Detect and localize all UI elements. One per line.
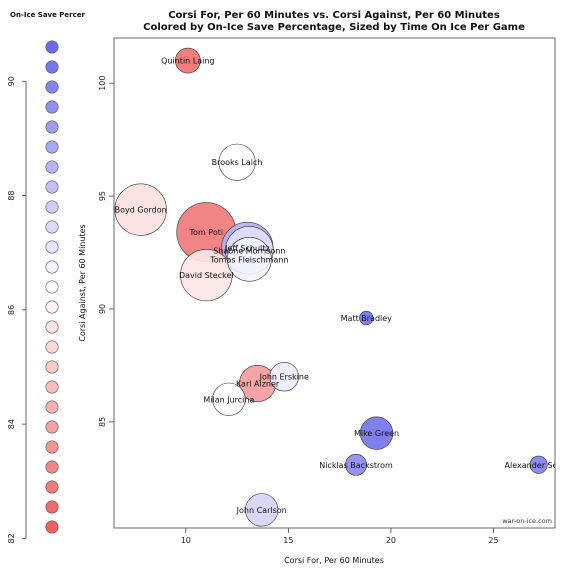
x-tick-label: 10 <box>181 536 191 545</box>
point-label: David Steckel <box>179 271 234 280</box>
scatter-point <box>175 47 201 74</box>
legend-tick-label: 86 <box>7 305 16 315</box>
color-legend: 82 84 86 88 90 <box>7 40 59 544</box>
legend-swatch <box>45 480 59 494</box>
scatter-point <box>269 362 299 392</box>
scatter-point <box>245 493 279 527</box>
data-points: Quintin Laing Brooks Laich Boyd Gordon Tom … <box>114 47 573 527</box>
legend-swatch <box>45 440 59 454</box>
credit-label: war-on-ice.com <box>502 517 552 525</box>
x-tick-label: 25 <box>488 536 498 545</box>
legend-tick-label: 88 <box>7 190 16 200</box>
legend-title: On-Ice Save Percer <box>10 11 86 19</box>
legend-swatch <box>45 60 59 74</box>
scatter-point <box>180 248 233 302</box>
legend-swatch <box>45 160 59 174</box>
legend-swatch <box>45 280 59 294</box>
x-tick-label: 20 <box>386 536 396 545</box>
point-label: Tom Poti <box>189 228 224 237</box>
point-label: Jeff Schultz <box>224 244 270 253</box>
point-label: Matt Bradley <box>341 314 393 323</box>
legend-swatch <box>45 200 59 214</box>
scatter-point <box>114 183 167 236</box>
legend-swatch <box>45 260 59 274</box>
scatter-point <box>218 143 256 181</box>
point-label: Boyd Gordon <box>115 206 167 215</box>
scatter-point <box>529 455 548 474</box>
x-axis-title: Corsi For, Per 60 Minutes <box>284 556 384 565</box>
y-tick-label: 85 <box>98 417 107 427</box>
chart-title: Corsi For, Per 60 Minutes vs. Corsi Agai… <box>168 10 500 21</box>
y-axis-title: Corsi Against, Per 60 Minutes <box>78 224 87 341</box>
legend-swatch <box>45 220 59 234</box>
legend-swatch <box>45 320 59 334</box>
legend-swatch <box>45 380 59 394</box>
point-label: Tomas Fleischmann <box>209 255 288 264</box>
legend-swatch <box>45 400 59 414</box>
point-label: Alexander Semin <box>505 461 573 470</box>
point-label: Nicklas Backstrom <box>319 461 393 470</box>
plot-frame <box>113 37 556 529</box>
point-label: John Carlson <box>236 506 287 515</box>
scatter-point <box>359 416 394 450</box>
legend-swatch <box>45 420 59 434</box>
point-label: Brooks Laich <box>212 158 263 167</box>
scatter-point <box>345 453 367 476</box>
y-tick-label: 95 <box>98 191 107 201</box>
legend-swatch <box>45 520 59 534</box>
x-tick-label: 15 <box>283 536 293 545</box>
legend-swatch <box>45 360 59 374</box>
scatter-point <box>359 310 374 326</box>
point-label: Mike Green <box>354 429 399 438</box>
legend-swatch <box>45 240 59 254</box>
scatter-point <box>212 382 246 416</box>
point-label: Quintin Laing <box>161 57 214 66</box>
legend-tick-label: 84 <box>7 419 16 429</box>
legend-swatch <box>45 140 59 154</box>
point-label: Milan Jurcina <box>203 395 254 404</box>
y-tick-label: 100 <box>98 76 107 91</box>
legend-swatch <box>45 100 59 114</box>
legend-swatch <box>45 80 59 94</box>
axes: 10 15 20 25 85 90 95 100 <box>98 76 499 545</box>
y-tick-label: 90 <box>98 304 107 314</box>
legend-swatch <box>45 120 59 134</box>
legend-swatch <box>45 180 59 194</box>
point-label: Shaone Morrisonn <box>213 246 285 255</box>
legend-swatch <box>45 40 59 54</box>
legend-swatch <box>45 500 59 514</box>
legend-tick-label: 82 <box>7 533 16 543</box>
point-label: Karl Alzner <box>236 379 280 388</box>
legend-swatch <box>45 460 59 474</box>
legend-tick-label: 90 <box>7 76 16 86</box>
scatter-point <box>227 236 272 282</box>
legend-swatch <box>45 300 59 314</box>
legend-swatch <box>45 340 59 354</box>
chart-subtitle: Colored by On-Ice Save Percentage, Sized… <box>143 22 525 33</box>
point-label: John Erskine <box>259 373 309 382</box>
